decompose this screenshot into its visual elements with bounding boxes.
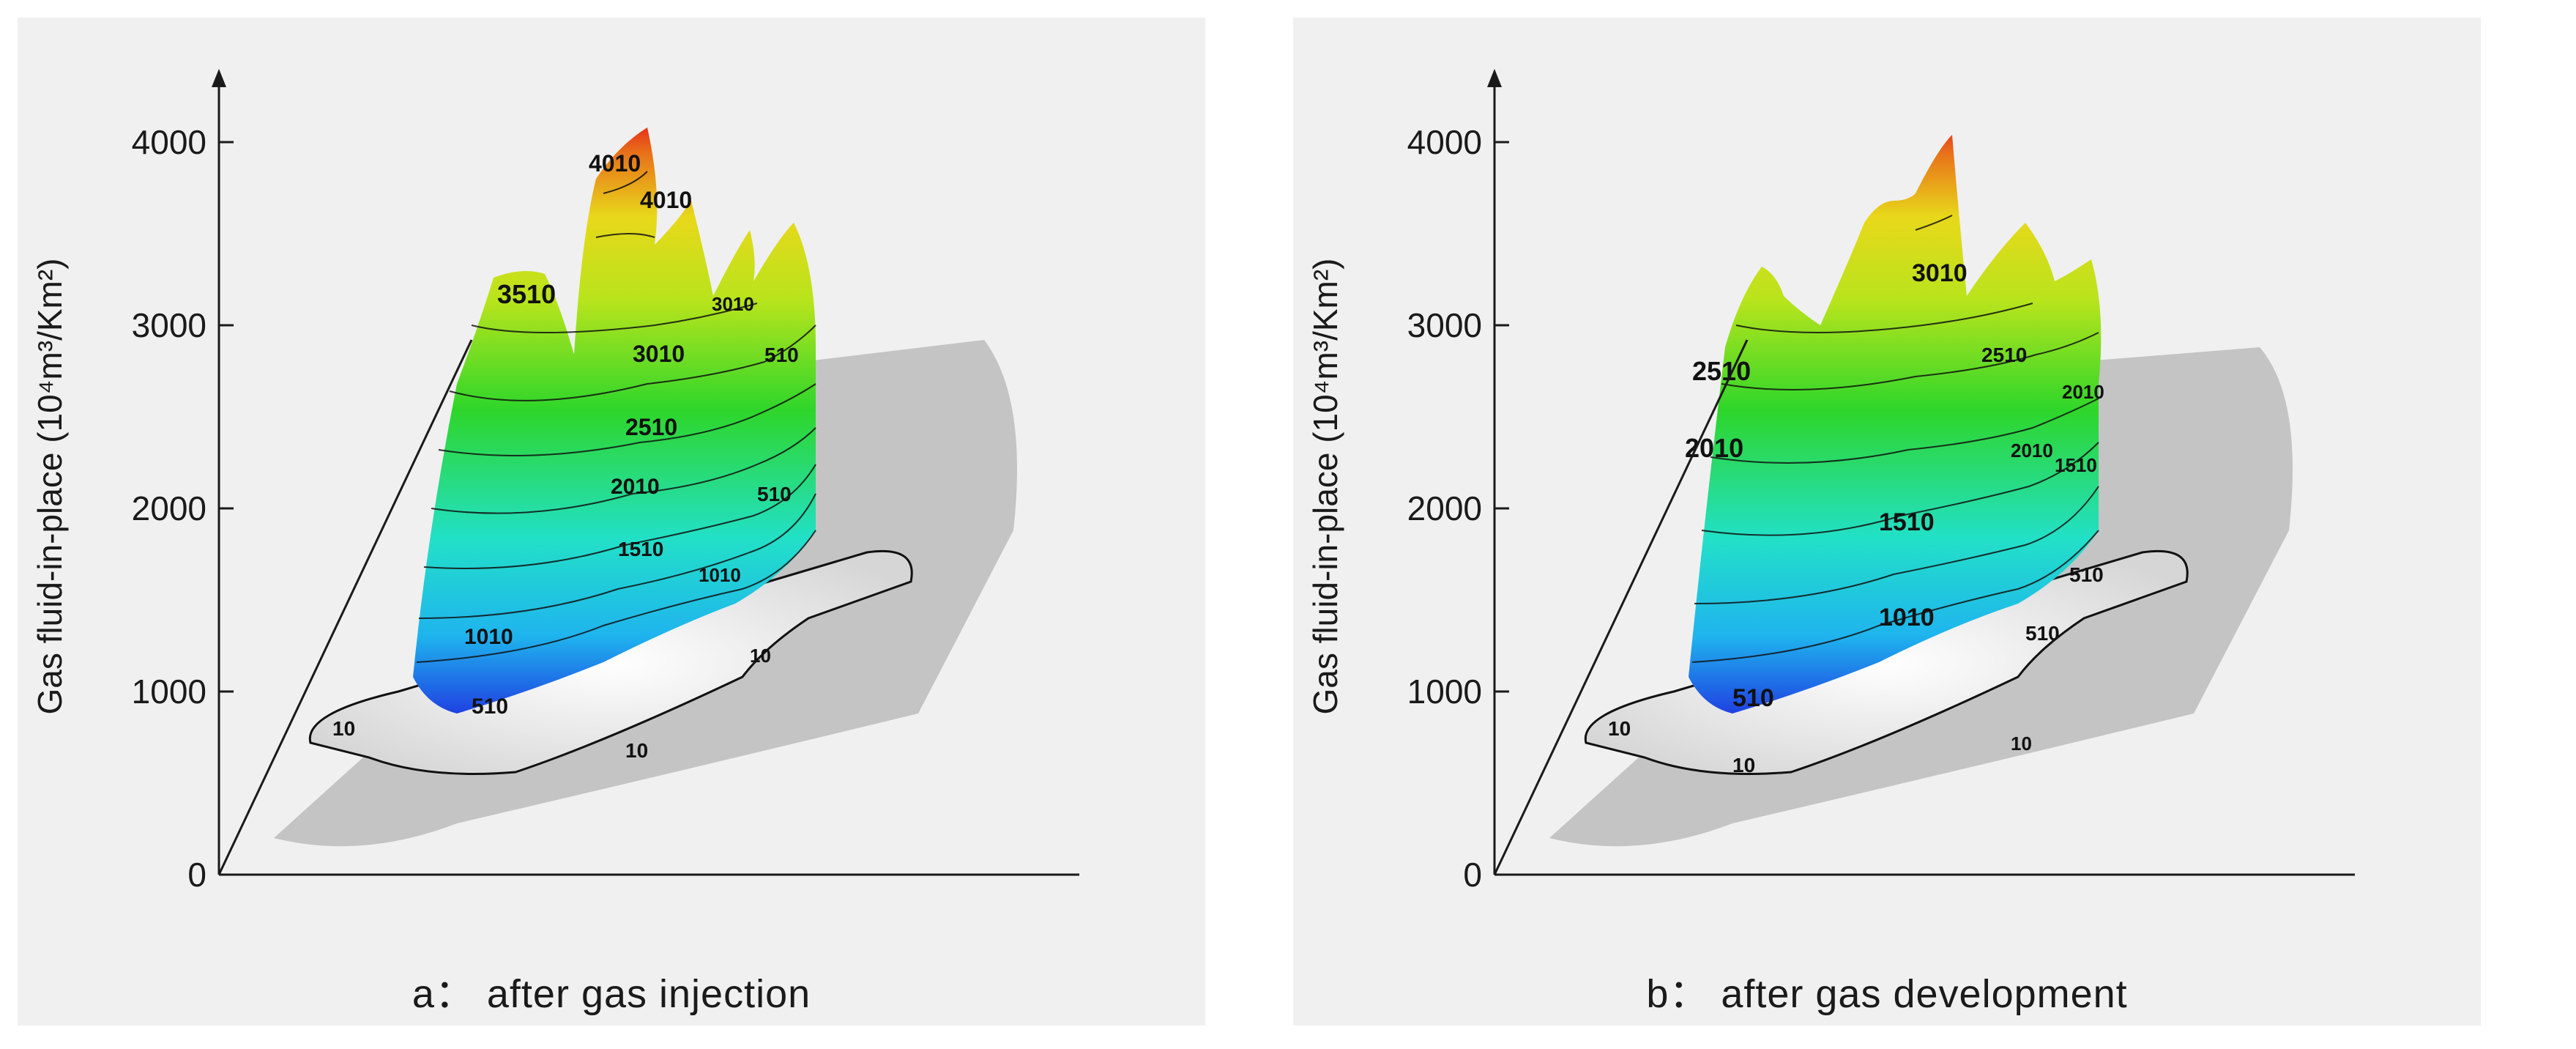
y-axis-arrow bbox=[212, 69, 226, 87]
depth-axis bbox=[217, 339, 473, 875]
contour-label: 2010 bbox=[611, 475, 660, 499]
y-tick-labels: 0 1000 2000 3000 4000 bbox=[132, 123, 206, 894]
y-tick-label: 1000 bbox=[1407, 672, 1482, 711]
contour-lines bbox=[416, 171, 816, 663]
contour-label: 2510 bbox=[1692, 356, 1751, 386]
contour-label: 510 bbox=[757, 483, 792, 505]
contour-label: 510 bbox=[2069, 563, 2104, 586]
depth-axis bbox=[1493, 339, 1749, 875]
contour-label: 3010 bbox=[712, 293, 754, 315]
y-axis-label: Gas fluid-in-place (10⁴m³/Km²) bbox=[1306, 258, 1344, 714]
contour-label: 2010 bbox=[2062, 381, 2104, 403]
y-tick-label: 4000 bbox=[132, 123, 206, 161]
contour-label: 2510 bbox=[625, 414, 677, 440]
base-plateau bbox=[308, 549, 913, 775]
contour-label: 510 bbox=[764, 344, 799, 366]
y-ticks bbox=[219, 141, 234, 876]
contour-label: 10 bbox=[750, 645, 771, 667]
axes bbox=[217, 73, 1079, 876]
contour-label: 10 bbox=[625, 739, 648, 762]
contour-label: 4010 bbox=[640, 187, 692, 213]
chart-panel-a: 4010 4010 3510 3010 3010 2510 2010 1510 … bbox=[18, 18, 1205, 1026]
contour-labels: 4010 4010 3510 3010 3010 2510 2010 1510 … bbox=[332, 150, 799, 762]
contour-label: 1010 bbox=[1879, 604, 1935, 631]
contour-label: 3010 bbox=[633, 341, 685, 367]
contour-label: 510 bbox=[2025, 622, 2060, 645]
y-tick-label: 4000 bbox=[1407, 123, 1482, 161]
contour-labels: 3010 2510 2510 2010 2010 2010 1510 1510 … bbox=[1608, 259, 2104, 776]
chart-panel-b: 3010 2510 2510 2010 2010 2010 1510 1510 … bbox=[1293, 18, 2481, 1026]
contour-label: 3010 bbox=[1912, 259, 1968, 287]
contour-label: 2510 bbox=[1981, 344, 2027, 366]
surface-chart-b: 3010 2510 2510 2010 2010 2010 1510 1510 … bbox=[1306, 69, 2355, 894]
y-tick-label: 1000 bbox=[132, 672, 206, 711]
contour-label: 4010 bbox=[589, 150, 641, 177]
contour-label: 1510 bbox=[1879, 508, 1935, 536]
y-ticks bbox=[1494, 141, 1509, 876]
contour-label: 2010 bbox=[1685, 433, 1743, 463]
contour-label: 10 bbox=[1608, 717, 1631, 740]
contour-label: 510 bbox=[472, 694, 508, 719]
y-tick-labels: 0 1000 2000 3000 4000 bbox=[1407, 123, 1482, 894]
base-plateau bbox=[1584, 549, 2189, 775]
contour-label: 3510 bbox=[497, 279, 556, 309]
axes bbox=[1493, 73, 2355, 876]
contour-label: 1010 bbox=[464, 625, 513, 649]
y-tick-label: 0 bbox=[1463, 856, 1482, 894]
surface-chart-a: 4010 4010 3510 3010 3010 2510 2010 1510 … bbox=[31, 69, 1079, 894]
contour-label: 2010 bbox=[2011, 440, 2053, 462]
y-tick-label: 2000 bbox=[132, 489, 206, 527]
contour-label: 510 bbox=[1732, 684, 1774, 712]
contour-label: 1510 bbox=[618, 538, 663, 560]
contour-label: 10 bbox=[2011, 733, 2032, 755]
y-tick-label: 2000 bbox=[1407, 489, 1482, 527]
panel-caption: b： after gas development bbox=[1646, 972, 2128, 1016]
y-axis-label: Gas fluid-in-place (10⁴m³/Km²) bbox=[31, 258, 69, 714]
panel-caption: a： after gas injection bbox=[412, 972, 811, 1016]
contour-label: 10 bbox=[1732, 754, 1755, 776]
contour-lines bbox=[1691, 215, 2099, 663]
contour-label: 1010 bbox=[699, 564, 741, 586]
y-tick-label: 3000 bbox=[132, 306, 206, 344]
contour-label: 10 bbox=[332, 717, 355, 740]
y-tick-label: 0 bbox=[187, 856, 206, 894]
contour-label: 1510 bbox=[2055, 454, 2097, 476]
y-axis-arrow bbox=[1487, 69, 1502, 87]
surface-mountains bbox=[1689, 135, 2102, 713]
y-tick-label: 3000 bbox=[1407, 306, 1482, 344]
